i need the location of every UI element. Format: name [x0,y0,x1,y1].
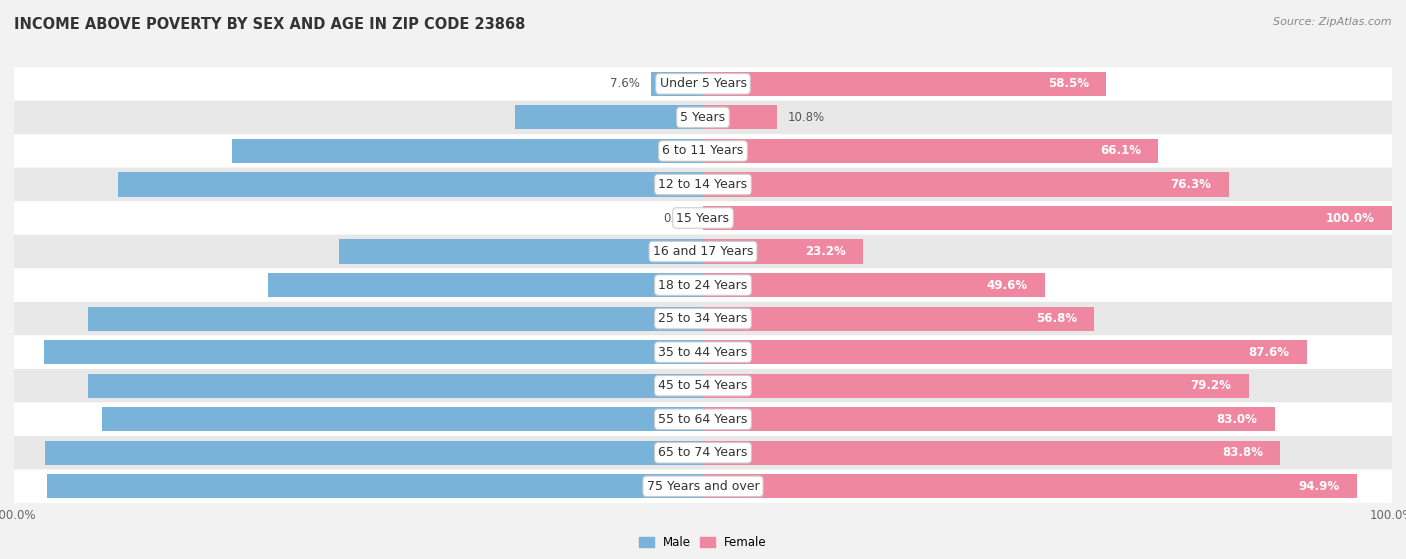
Bar [703,373,1249,398]
Bar [703,407,1275,432]
Bar [703,440,1281,465]
FancyBboxPatch shape [14,101,1392,134]
Text: 15 Years: 15 Years [676,211,730,225]
Text: 84.9%: 84.9% [686,178,727,191]
Text: 94.9%: 94.9% [1299,480,1340,493]
Text: 45 to 54 Years: 45 to 54 Years [658,379,748,392]
Text: 5 Years: 5 Years [681,111,725,124]
Bar [45,340,703,364]
FancyBboxPatch shape [14,402,1392,436]
Text: 56.8%: 56.8% [1036,312,1077,325]
Legend: Male, Female: Male, Female [634,532,772,554]
Text: 63.1%: 63.1% [686,278,727,292]
Text: 95.6%: 95.6% [686,345,727,359]
FancyBboxPatch shape [14,67,1392,101]
Text: 95.5%: 95.5% [686,446,727,459]
Text: 79.2%: 79.2% [1191,379,1232,392]
Bar [48,474,703,499]
Bar [703,206,1392,230]
FancyBboxPatch shape [14,369,1392,402]
Text: 83.8%: 83.8% [1222,446,1263,459]
Text: 100.0%: 100.0% [1326,211,1375,225]
Bar [103,407,703,432]
FancyBboxPatch shape [14,168,1392,201]
Text: 23.2%: 23.2% [804,245,845,258]
Bar [515,105,703,130]
Text: 87.2%: 87.2% [686,413,727,426]
Text: 66.1%: 66.1% [1099,144,1142,158]
FancyBboxPatch shape [14,436,1392,470]
Text: 58.5%: 58.5% [1047,77,1088,91]
Bar [232,139,703,163]
Bar [339,239,703,264]
Bar [703,306,1094,331]
Bar [703,239,863,264]
Text: Source: ZipAtlas.com: Source: ZipAtlas.com [1274,17,1392,27]
Bar [703,340,1306,364]
Bar [45,440,703,465]
Bar [703,139,1159,163]
Text: 0.0%: 0.0% [664,211,693,225]
Bar [87,373,703,398]
Text: 55 to 64 Years: 55 to 64 Years [658,413,748,426]
Text: 68.3%: 68.3% [686,144,727,158]
Bar [651,72,703,96]
Bar [703,474,1357,499]
Bar [703,72,1107,96]
Text: 95.2%: 95.2% [686,480,727,493]
Text: 65 to 74 Years: 65 to 74 Years [658,446,748,459]
Text: 18 to 24 Years: 18 to 24 Years [658,278,748,292]
Text: 76.3%: 76.3% [1171,178,1212,191]
Text: INCOME ABOVE POVERTY BY SEX AND AGE IN ZIP CODE 23868: INCOME ABOVE POVERTY BY SEX AND AGE IN Z… [14,17,526,32]
Text: 25 to 34 Years: 25 to 34 Years [658,312,748,325]
Text: 12 to 14 Years: 12 to 14 Years [658,178,748,191]
Bar [118,172,703,197]
FancyBboxPatch shape [14,235,1392,268]
Text: Under 5 Years: Under 5 Years [659,77,747,91]
Text: 16 and 17 Years: 16 and 17 Years [652,245,754,258]
FancyBboxPatch shape [14,470,1392,503]
Bar [703,273,1045,297]
Bar [87,306,703,331]
Bar [703,172,1229,197]
Text: 7.6%: 7.6% [610,77,640,91]
Text: 83.0%: 83.0% [1216,413,1257,426]
Text: 49.6%: 49.6% [987,278,1028,292]
FancyBboxPatch shape [14,302,1392,335]
Text: 52.9%: 52.9% [686,245,727,258]
Text: 87.6%: 87.6% [1249,345,1289,359]
Text: 35 to 44 Years: 35 to 44 Years [658,345,748,359]
Text: 10.8%: 10.8% [787,111,825,124]
Text: 6 to 11 Years: 6 to 11 Years [662,144,744,158]
Text: 75 Years and over: 75 Years and over [647,480,759,493]
FancyBboxPatch shape [14,201,1392,235]
FancyBboxPatch shape [14,134,1392,168]
Text: 27.3%: 27.3% [686,111,727,124]
FancyBboxPatch shape [14,268,1392,302]
Bar [703,105,778,130]
FancyBboxPatch shape [14,335,1392,369]
Text: 89.3%: 89.3% [686,379,727,392]
Text: 89.3%: 89.3% [686,312,727,325]
Bar [269,273,703,297]
